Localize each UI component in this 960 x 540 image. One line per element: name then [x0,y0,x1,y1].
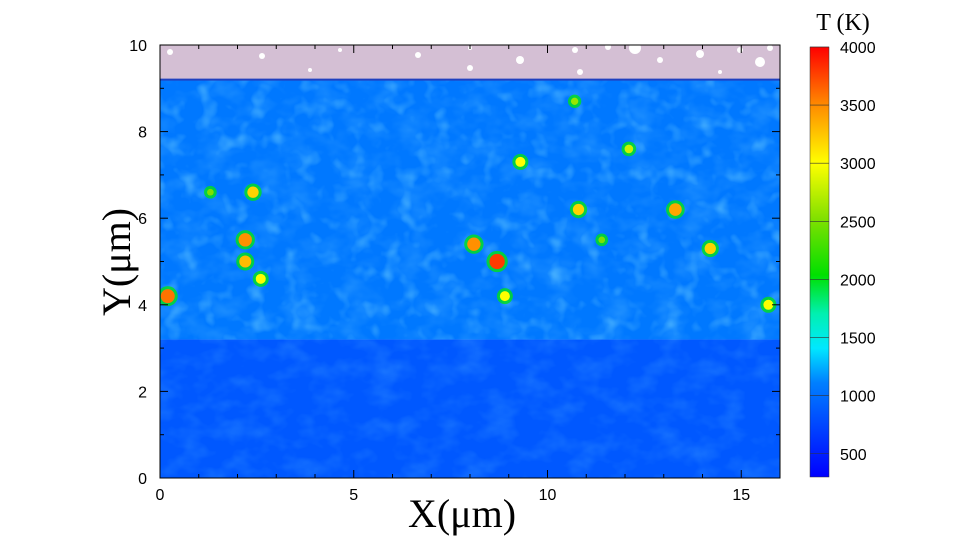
colorbar-tick-label: 3500 [840,98,876,115]
gas-bubble [415,52,421,58]
hotspot [207,188,214,196]
hotspot [467,237,481,251]
hotspot [515,156,526,167]
gas-bubble [467,65,473,71]
gas-bubble [696,50,704,58]
gas-bubble [718,70,722,74]
y-axis-label: Y(μm) [94,208,139,316]
y-tick-label: 0 [138,471,147,488]
y-tick-label: 8 [138,125,147,142]
colorbar-title: T (K) [816,10,870,36]
colorbar-tick-label: 1000 [840,389,876,406]
hotspot [489,253,505,270]
hotspot [624,144,634,154]
hotspot [160,289,175,304]
x-tick-label: 5 [349,487,358,504]
hotspot [763,299,774,310]
gas-bubble [308,68,312,72]
y-tick-label: 6 [138,211,147,228]
hotspot [572,203,585,216]
region-2 [160,45,780,80]
colorbar-tick-label: 1500 [840,331,876,348]
hotspot [598,236,606,244]
gas-bubble [167,49,173,55]
gas-bubble [577,69,583,75]
plot-area [160,45,780,478]
gas-bubble [516,56,524,64]
gas-bubble [572,47,578,53]
x-axis-label: X(μm) [408,491,516,536]
colorbar-tick-label: 2000 [840,272,876,289]
gas-bubble [657,57,663,63]
y-tick-label: 4 [138,298,147,315]
hotspot [704,242,716,255]
colorbar-tick-label: 4000 [840,40,876,57]
colorbar [809,46,830,478]
hotspot [499,291,510,302]
hotspot [669,203,682,216]
hotspot [238,233,252,247]
colorbar-tick-label: 2500 [840,214,876,231]
hotspot [247,186,259,198]
y-tick-label: 2 [138,384,147,401]
x-tick-label: 10 [539,487,557,504]
gas-bubble [629,45,641,54]
colorbar-tick-label: 500 [840,447,867,464]
y-tick-label: 10 [129,38,147,55]
x-tick-label: 0 [156,487,165,504]
gas-bubble [259,53,265,59]
gas-bubble [737,47,743,53]
lower-texture [160,339,780,478]
gas-bubble [605,45,611,50]
colorbar-tick-label: 3000 [840,156,876,173]
hotspot [239,255,252,268]
x-tick-label: 15 [732,487,750,504]
gas-bubble [755,57,765,67]
hotspot [255,273,266,284]
gas-bubble [338,48,342,52]
hotspot [570,97,579,105]
eddy-texture [160,79,780,340]
gas-bubble [767,45,773,51]
